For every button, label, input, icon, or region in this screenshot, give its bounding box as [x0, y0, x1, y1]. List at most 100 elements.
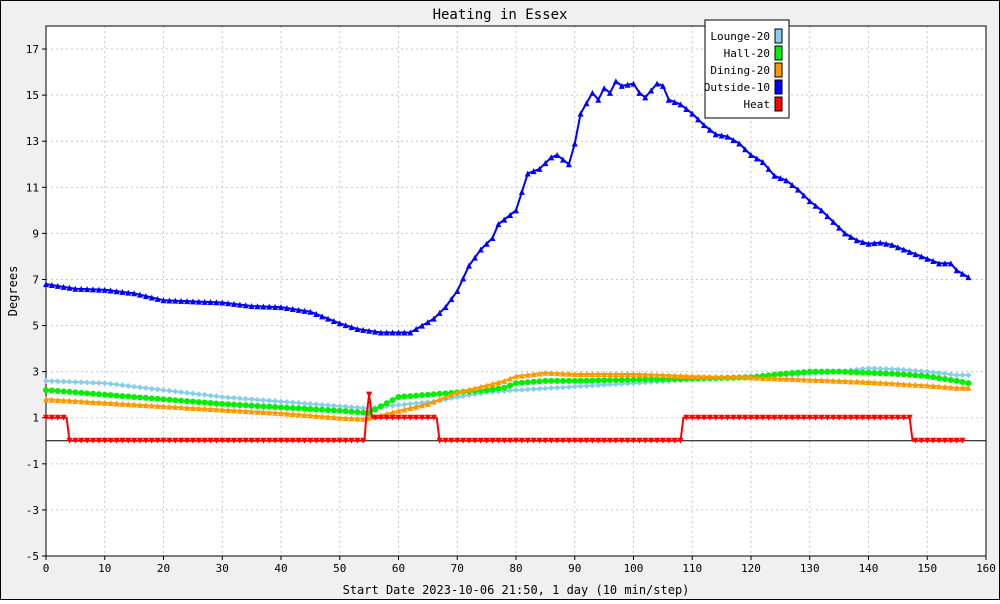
- data-point: [624, 370, 631, 377]
- data-point: [54, 396, 61, 403]
- data-point: [360, 409, 367, 416]
- data-point: [912, 437, 919, 444]
- data-point: [671, 99, 678, 106]
- data-point: [113, 400, 120, 407]
- data-point: [236, 407, 243, 414]
- data-point: [571, 140, 578, 147]
- data-point: [889, 366, 895, 373]
- data-point: [154, 295, 161, 302]
- data-point: [325, 315, 331, 322]
- data-point: [800, 414, 807, 421]
- data-point: [207, 399, 214, 406]
- data-point: [166, 396, 173, 403]
- data-point: [137, 394, 143, 401]
- data-point: [78, 389, 85, 396]
- data-point: [184, 398, 190, 405]
- data-point: [765, 165, 772, 172]
- data-point: [195, 391, 202, 398]
- data-point: [266, 403, 273, 410]
- data-point: [231, 394, 237, 401]
- data-point: [125, 437, 132, 444]
- data-point: [571, 377, 578, 384]
- data-point: [513, 437, 519, 444]
- data-point: [548, 377, 555, 384]
- data-point: [836, 224, 843, 231]
- data-point: [201, 405, 208, 412]
- data-point: [131, 394, 138, 400]
- data-point: [577, 437, 584, 444]
- data-point: [483, 382, 490, 389]
- legend-swatch: [774, 96, 783, 112]
- data-point: [595, 382, 602, 389]
- data-point: [753, 374, 760, 381]
- data-point: [125, 393, 132, 400]
- y-tick-label: 11: [26, 181, 39, 194]
- data-point: [947, 384, 954, 391]
- data-point: [518, 188, 525, 195]
- data-point: [548, 385, 555, 392]
- data-point: [295, 411, 302, 418]
- data-point: [524, 437, 531, 444]
- data-point: [207, 405, 214, 412]
- data-point: [160, 396, 167, 403]
- data-point: [477, 437, 484, 444]
- data-point: [648, 371, 655, 378]
- data-point: [883, 370, 890, 377]
- data-point: [965, 274, 972, 281]
- data-point: [131, 401, 138, 408]
- y-tick-label: 3: [32, 366, 39, 379]
- data-point: [372, 406, 378, 413]
- data-point: [231, 437, 237, 444]
- data-point: [859, 369, 866, 376]
- data-point: [366, 391, 373, 398]
- data-point: [360, 437, 367, 444]
- data-point: [125, 401, 132, 408]
- data-point: [148, 385, 155, 392]
- data-point: [536, 378, 543, 385]
- data-point: [231, 300, 237, 307]
- data-point: [565, 377, 572, 384]
- data-point: [601, 370, 608, 377]
- data-point: [530, 371, 537, 378]
- data-point: [319, 437, 326, 444]
- data-point: [107, 392, 114, 399]
- data-point: [342, 322, 349, 329]
- data-point: [225, 407, 232, 414]
- data-point: [894, 366, 901, 373]
- data-point: [278, 410, 284, 417]
- data-point: [272, 303, 279, 310]
- data-point: [777, 370, 784, 377]
- data-point: [936, 260, 942, 267]
- data-point: [930, 382, 937, 389]
- data-point: [348, 415, 355, 422]
- data-point: [818, 207, 825, 214]
- data-point: [812, 202, 819, 209]
- data-point: [295, 405, 302, 412]
- legend-label: Lounge-20: [710, 30, 770, 43]
- data-point: [54, 282, 61, 289]
- data-point: [242, 437, 249, 444]
- data-point: [113, 288, 120, 295]
- data-point: [242, 408, 249, 415]
- data-point: [160, 297, 167, 304]
- data-point: [307, 412, 314, 419]
- data-point: [900, 381, 907, 388]
- data-point: [865, 369, 872, 376]
- data-point: [618, 437, 625, 444]
- data-point: [195, 437, 202, 444]
- data-point: [912, 381, 919, 388]
- data-point: [289, 411, 296, 418]
- data-point: [95, 379, 102, 386]
- data-point: [877, 365, 884, 372]
- data-point: [401, 401, 408, 408]
- data-point: [236, 401, 243, 408]
- data-point: [712, 131, 719, 138]
- data-point: [665, 372, 672, 379]
- x-tick-label: 0: [43, 562, 50, 575]
- data-point: [348, 324, 355, 331]
- data-point: [712, 373, 719, 380]
- data-point: [436, 437, 443, 444]
- data-point: [771, 414, 778, 421]
- data-point: [483, 387, 490, 394]
- data-point: [589, 437, 596, 444]
